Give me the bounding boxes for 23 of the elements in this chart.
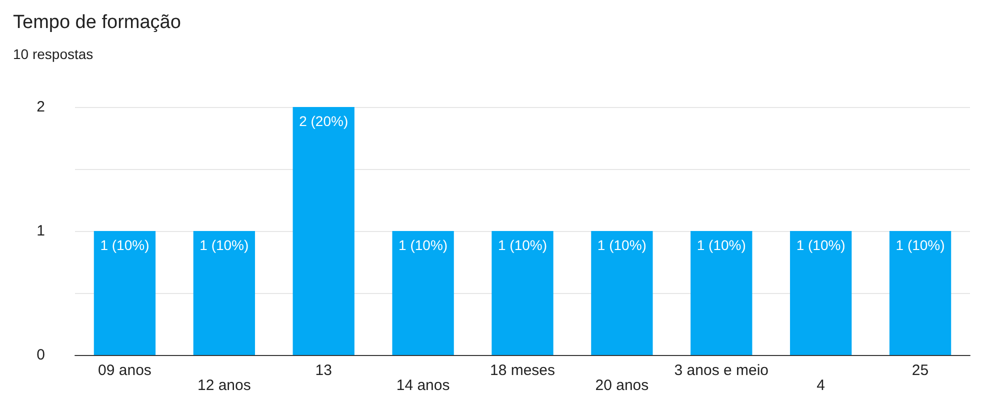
chart-subtitle: 10 respostas: [13, 46, 94, 62]
x-tick-label: 14 anos: [396, 377, 450, 394]
data-label: 1 (10%): [498, 237, 548, 253]
x-tick-label: 4: [816, 377, 826, 394]
x-tick-label: 13: [315, 362, 332, 379]
x-tick-label: 20 anos: [595, 377, 649, 394]
y-tick-label: 0: [36, 346, 45, 364]
data-label: 1 (10%): [696, 237, 746, 253]
y-tick-label: 2: [36, 98, 45, 116]
data-label: 1 (10%): [597, 237, 646, 253]
data-label: 1 (10%): [896, 237, 945, 253]
data-label: 1 (10%): [100, 237, 150, 253]
x-tick-label: 25: [912, 362, 929, 379]
data-label: 2 (20%): [299, 113, 348, 129]
y-tick-label: 1: [36, 222, 45, 240]
chart-title: Tempo de formação: [13, 12, 181, 33]
x-tick-label: 18 meses: [490, 362, 556, 379]
data-label: 1 (10%): [200, 237, 249, 253]
x-tick-label: 09 anos: [98, 362, 152, 379]
data-label: 1 (10%): [796, 237, 846, 253]
x-tick-label: 12 anos: [197, 377, 251, 394]
x-tick-label: 3 anos e meio: [674, 362, 769, 379]
data-label: 1 (10%): [398, 237, 448, 253]
